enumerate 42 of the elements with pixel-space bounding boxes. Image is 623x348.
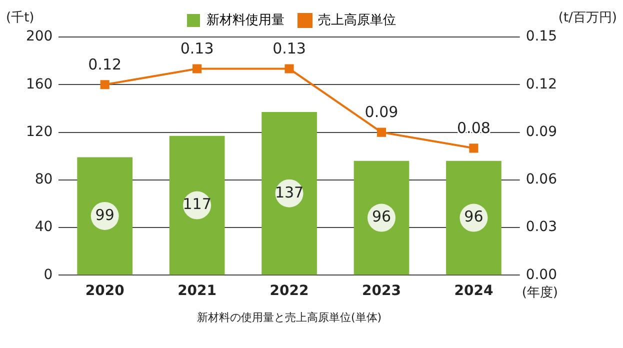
data-label: 96 [372, 208, 392, 226]
point [100, 80, 110, 90]
data-label: 0.13 [180, 40, 214, 58]
x-tick-label: 2020 [85, 283, 125, 300]
data-label: 96 [464, 208, 484, 226]
y-tick-label: 80 [34, 172, 53, 188]
bar [446, 160, 502, 275]
y-tick-label: 120 [26, 124, 53, 140]
data-label: 0.09 [364, 103, 398, 122]
text: 新材料の使用量と売上高原単位(単体) [196, 311, 382, 324]
y2-tick-label: 0.12 [526, 76, 557, 92]
x-axis-title: (年度) [522, 284, 558, 301]
data-label: 99 [95, 206, 114, 224]
bar [354, 160, 410, 275]
y2-tick-label: 0.09 [526, 124, 557, 140]
point [192, 64, 202, 74]
bar [77, 157, 132, 275]
point [469, 144, 478, 153]
point [376, 128, 386, 137]
bar [262, 112, 317, 275]
legend-label: 売上高原単位 [318, 12, 396, 28]
y2-tick-label: 0.00 [526, 266, 557, 283]
y-axis-title: (千t) [6, 10, 34, 26]
data-label: 0.12 [88, 56, 122, 74]
x-tick-label: 2022 [270, 283, 309, 300]
y-tick-label: 160 [26, 76, 53, 92]
x-tick-label: 2024 [454, 283, 494, 300]
x-tick-label: 2023 [362, 283, 401, 300]
y2-tick-label: 0.03 [526, 219, 557, 236]
x-tick-label: 2021 [178, 283, 217, 300]
y-tick-label: 0 [44, 266, 53, 283]
y-tick-label: 40 [34, 219, 53, 236]
y2-axis-title: (t/百万円) [558, 10, 617, 26]
legend-label: 新材料使用量 [206, 12, 284, 28]
data-label: 137 [274, 183, 304, 202]
bar [169, 136, 225, 275]
y2-tick-label: 0.06 [526, 172, 558, 188]
point [284, 64, 294, 74]
data-label: 117 [182, 195, 212, 214]
y-tick-label: 200 [26, 28, 53, 45]
y2-tick-label: 0.15 [526, 28, 557, 45]
data-label: 0.13 [272, 40, 306, 58]
